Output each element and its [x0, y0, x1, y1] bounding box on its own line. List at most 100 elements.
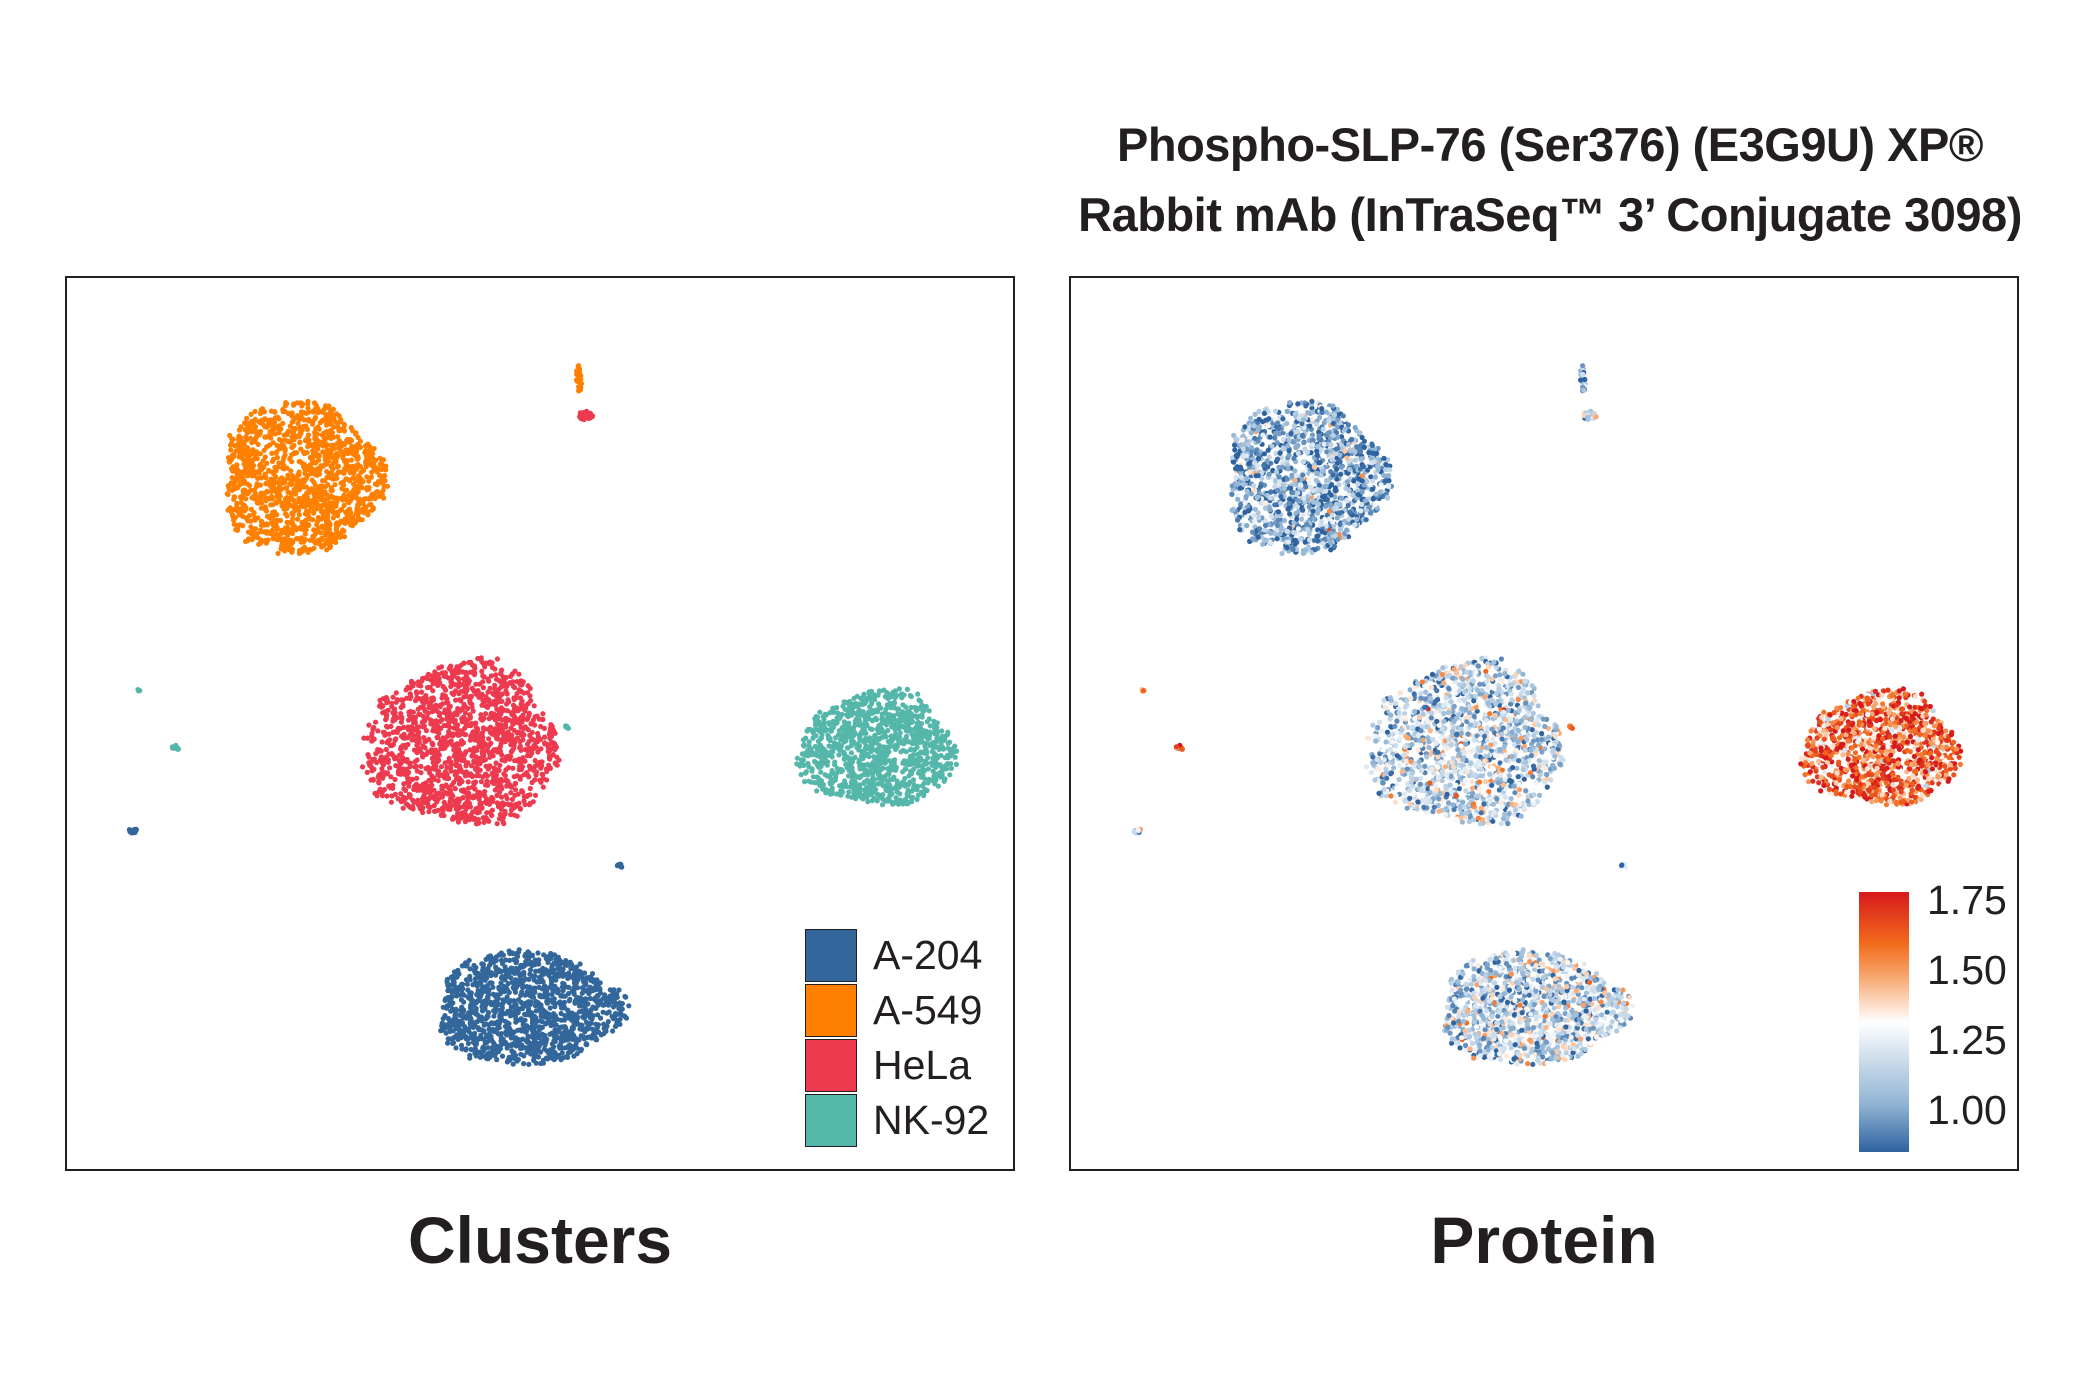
- cluster-point: [508, 736, 514, 742]
- cluster-point: [461, 731, 467, 737]
- cluster-point: [477, 733, 483, 739]
- cluster-point: [869, 798, 875, 804]
- cluster-point: [549, 739, 555, 745]
- cluster-point: [470, 708, 476, 714]
- cluster-point: [303, 484, 309, 490]
- cluster-point: [247, 483, 253, 489]
- cluster-point: [273, 479, 279, 485]
- cluster-point: [285, 472, 291, 478]
- cluster-point: [466, 817, 473, 823]
- cluster-point: [446, 755, 452, 761]
- cluster-point: [426, 809, 432, 815]
- cluster-point: [350, 444, 356, 450]
- cluster-point: [885, 716, 892, 722]
- cluster-point: [520, 737, 526, 743]
- cluster-point: [881, 744, 887, 750]
- cluster-point: [306, 416, 312, 422]
- cluster-point: [939, 728, 945, 734]
- cluster-point: [326, 416, 332, 422]
- cluster-point: [458, 689, 464, 695]
- cluster-point: [423, 790, 429, 796]
- cluster-point: [333, 510, 339, 516]
- cluster-point: [450, 732, 456, 738]
- cluster-point: [252, 424, 259, 430]
- cluster-point: [480, 725, 487, 731]
- cluster-point: [432, 676, 438, 682]
- cluster-point: [258, 505, 264, 511]
- cluster-point: [270, 522, 276, 529]
- cluster-point: [229, 466, 235, 472]
- cluster-point: [261, 423, 267, 429]
- cluster-point: [342, 466, 349, 472]
- cluster-point: [575, 985, 581, 991]
- cluster-point: [425, 684, 431, 691]
- cluster-point: [412, 737, 419, 744]
- cluster-point: [915, 792, 921, 798]
- cluster-point: [436, 752, 442, 758]
- cluster-point: [437, 718, 443, 724]
- cluster-point: [478, 712, 484, 718]
- cluster-point: [316, 426, 322, 432]
- cluster-point: [479, 668, 485, 674]
- cluster-point: [291, 497, 297, 503]
- cluster-point: [516, 671, 522, 677]
- cluster-point: [377, 757, 383, 763]
- cluster-point: [488, 740, 494, 746]
- cluster-point: [474, 810, 480, 816]
- cluster-point: [383, 754, 389, 760]
- cluster-point: [878, 725, 884, 731]
- cluster-point: [376, 780, 382, 786]
- cluster-point: [351, 481, 357, 487]
- cluster-point: [469, 704, 475, 710]
- cluster-point: [876, 736, 882, 742]
- cluster-point: [420, 754, 426, 760]
- cluster-point: [385, 739, 391, 745]
- cluster-point: [334, 420, 340, 426]
- cluster-point: [368, 501, 374, 508]
- cluster-point: [536, 968, 542, 974]
- cluster-point: [335, 495, 341, 501]
- cluster-point: [390, 753, 396, 759]
- cluster-point: [388, 774, 394, 780]
- cluster-point: [522, 1017, 528, 1023]
- cluster-point: [895, 711, 901, 717]
- cluster-point: [566, 1050, 572, 1056]
- cluster-point: [841, 738, 847, 744]
- cluster-point: [340, 455, 346, 461]
- cluster-point: [297, 458, 303, 465]
- cluster-point: [306, 409, 312, 415]
- cluster-point: [482, 664, 488, 670]
- cluster-point: [862, 787, 868, 793]
- cluster-point: [453, 751, 459, 757]
- cluster-point: [333, 501, 339, 508]
- cluster-point: [891, 761, 897, 767]
- cluster-point: [806, 778, 812, 784]
- cluster-point: [302, 463, 308, 469]
- cluster-point: [428, 698, 435, 704]
- cluster-point: [589, 1034, 596, 1040]
- cluster-point: [529, 1010, 535, 1016]
- cluster-point: [377, 747, 383, 753]
- cluster-point: [252, 408, 258, 415]
- cluster-point: [611, 987, 617, 993]
- cluster-point: [461, 714, 467, 720]
- cluster-point: [494, 821, 500, 827]
- cluster-point: [454, 730, 460, 736]
- cluster-point: [482, 789, 488, 795]
- cluster-point: [308, 547, 314, 553]
- cluster-point: [495, 731, 501, 737]
- cluster-point: [887, 712, 893, 718]
- cluster-point: [518, 678, 524, 684]
- title-line-2: Rabbit mAb (InTraSeq™ 3’ Conjugate 3098): [1078, 188, 2022, 241]
- cluster-point: [947, 772, 953, 778]
- cluster-point: [399, 758, 406, 764]
- cluster-point: [294, 482, 300, 488]
- cluster-point: [899, 782, 906, 788]
- cluster-point: [324, 539, 330, 546]
- cluster-point: [330, 466, 336, 472]
- cluster-point: [919, 783, 925, 789]
- cluster-point: [469, 669, 475, 675]
- cluster-point: [371, 766, 377, 772]
- cluster-point: [248, 411, 254, 417]
- cluster-point: [436, 665, 442, 671]
